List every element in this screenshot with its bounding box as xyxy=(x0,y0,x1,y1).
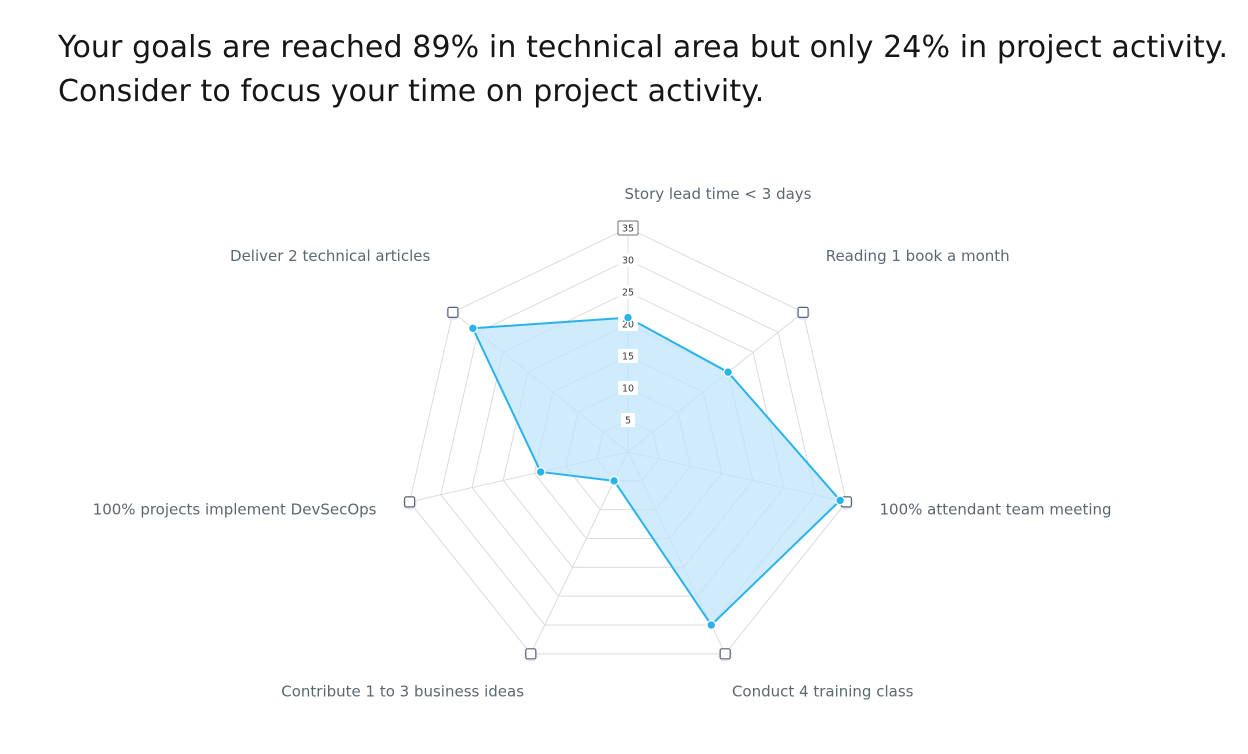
tick-label: 30 xyxy=(622,256,634,267)
insight-line-1: Your goals are reached 89% in technical … xyxy=(58,30,1229,65)
axis-marker[interactable] xyxy=(797,306,809,318)
data-point[interactable] xyxy=(467,323,478,334)
radar-axis-markers xyxy=(402,306,854,662)
data-point[interactable] xyxy=(535,467,546,477)
data-point[interactable] xyxy=(609,475,620,486)
axis-label: Story lead time < 3 days xyxy=(625,185,812,203)
tick-label-bg xyxy=(617,220,639,236)
insight-line-2: Consider to focus your time on project a… xyxy=(58,74,765,109)
tick-label-bg xyxy=(621,413,635,427)
tick-label: 10 xyxy=(622,384,634,395)
tick-label: 25 xyxy=(622,288,634,299)
axis-marker[interactable] xyxy=(447,306,459,318)
tick-label: 20 xyxy=(622,320,634,331)
data-point[interactable] xyxy=(835,495,846,506)
axis-label: Conduct 4 training class xyxy=(732,682,914,700)
tick-label-bg xyxy=(618,349,638,363)
axis-label: Contribute 1 to 3 business ideas xyxy=(281,682,524,700)
tick-label-bg xyxy=(618,253,638,267)
data-point[interactable] xyxy=(723,367,733,378)
tick-label-bg xyxy=(618,317,638,331)
axis-label: 100% attendant team meeting xyxy=(880,500,1112,518)
axis-label: Deliver 2 technical articles xyxy=(230,247,430,265)
tick-label-bg xyxy=(618,285,638,299)
tick-label: 35 xyxy=(622,224,634,235)
grid-ring-35 xyxy=(409,227,847,655)
axis-marker[interactable] xyxy=(404,496,416,508)
grid-ring-30 xyxy=(440,259,816,626)
axis-label: Reading 1 book a month xyxy=(826,247,1010,265)
tick-label: 15 xyxy=(622,352,634,363)
tick-label-bg xyxy=(618,381,638,395)
axis-marker[interactable] xyxy=(719,648,731,660)
insight-headline: Your goals are reached 89% in technical … xyxy=(58,26,1228,114)
data-point[interactable] xyxy=(623,312,633,323)
radar-ticks: 5 10 15 20 25 30 35 xyxy=(617,220,639,427)
axis-marker[interactable] xyxy=(525,648,537,660)
series-area xyxy=(471,316,842,626)
spoke-line xyxy=(530,451,629,655)
axis-label: 100% projects implement DevSecOps xyxy=(93,500,377,518)
tick-label: 5 xyxy=(625,416,631,427)
radar-series xyxy=(471,316,842,626)
radar-axis-labels: Story lead time < 3 days Reading 1 book a… xyxy=(93,185,1112,700)
data-point[interactable] xyxy=(706,620,717,630)
